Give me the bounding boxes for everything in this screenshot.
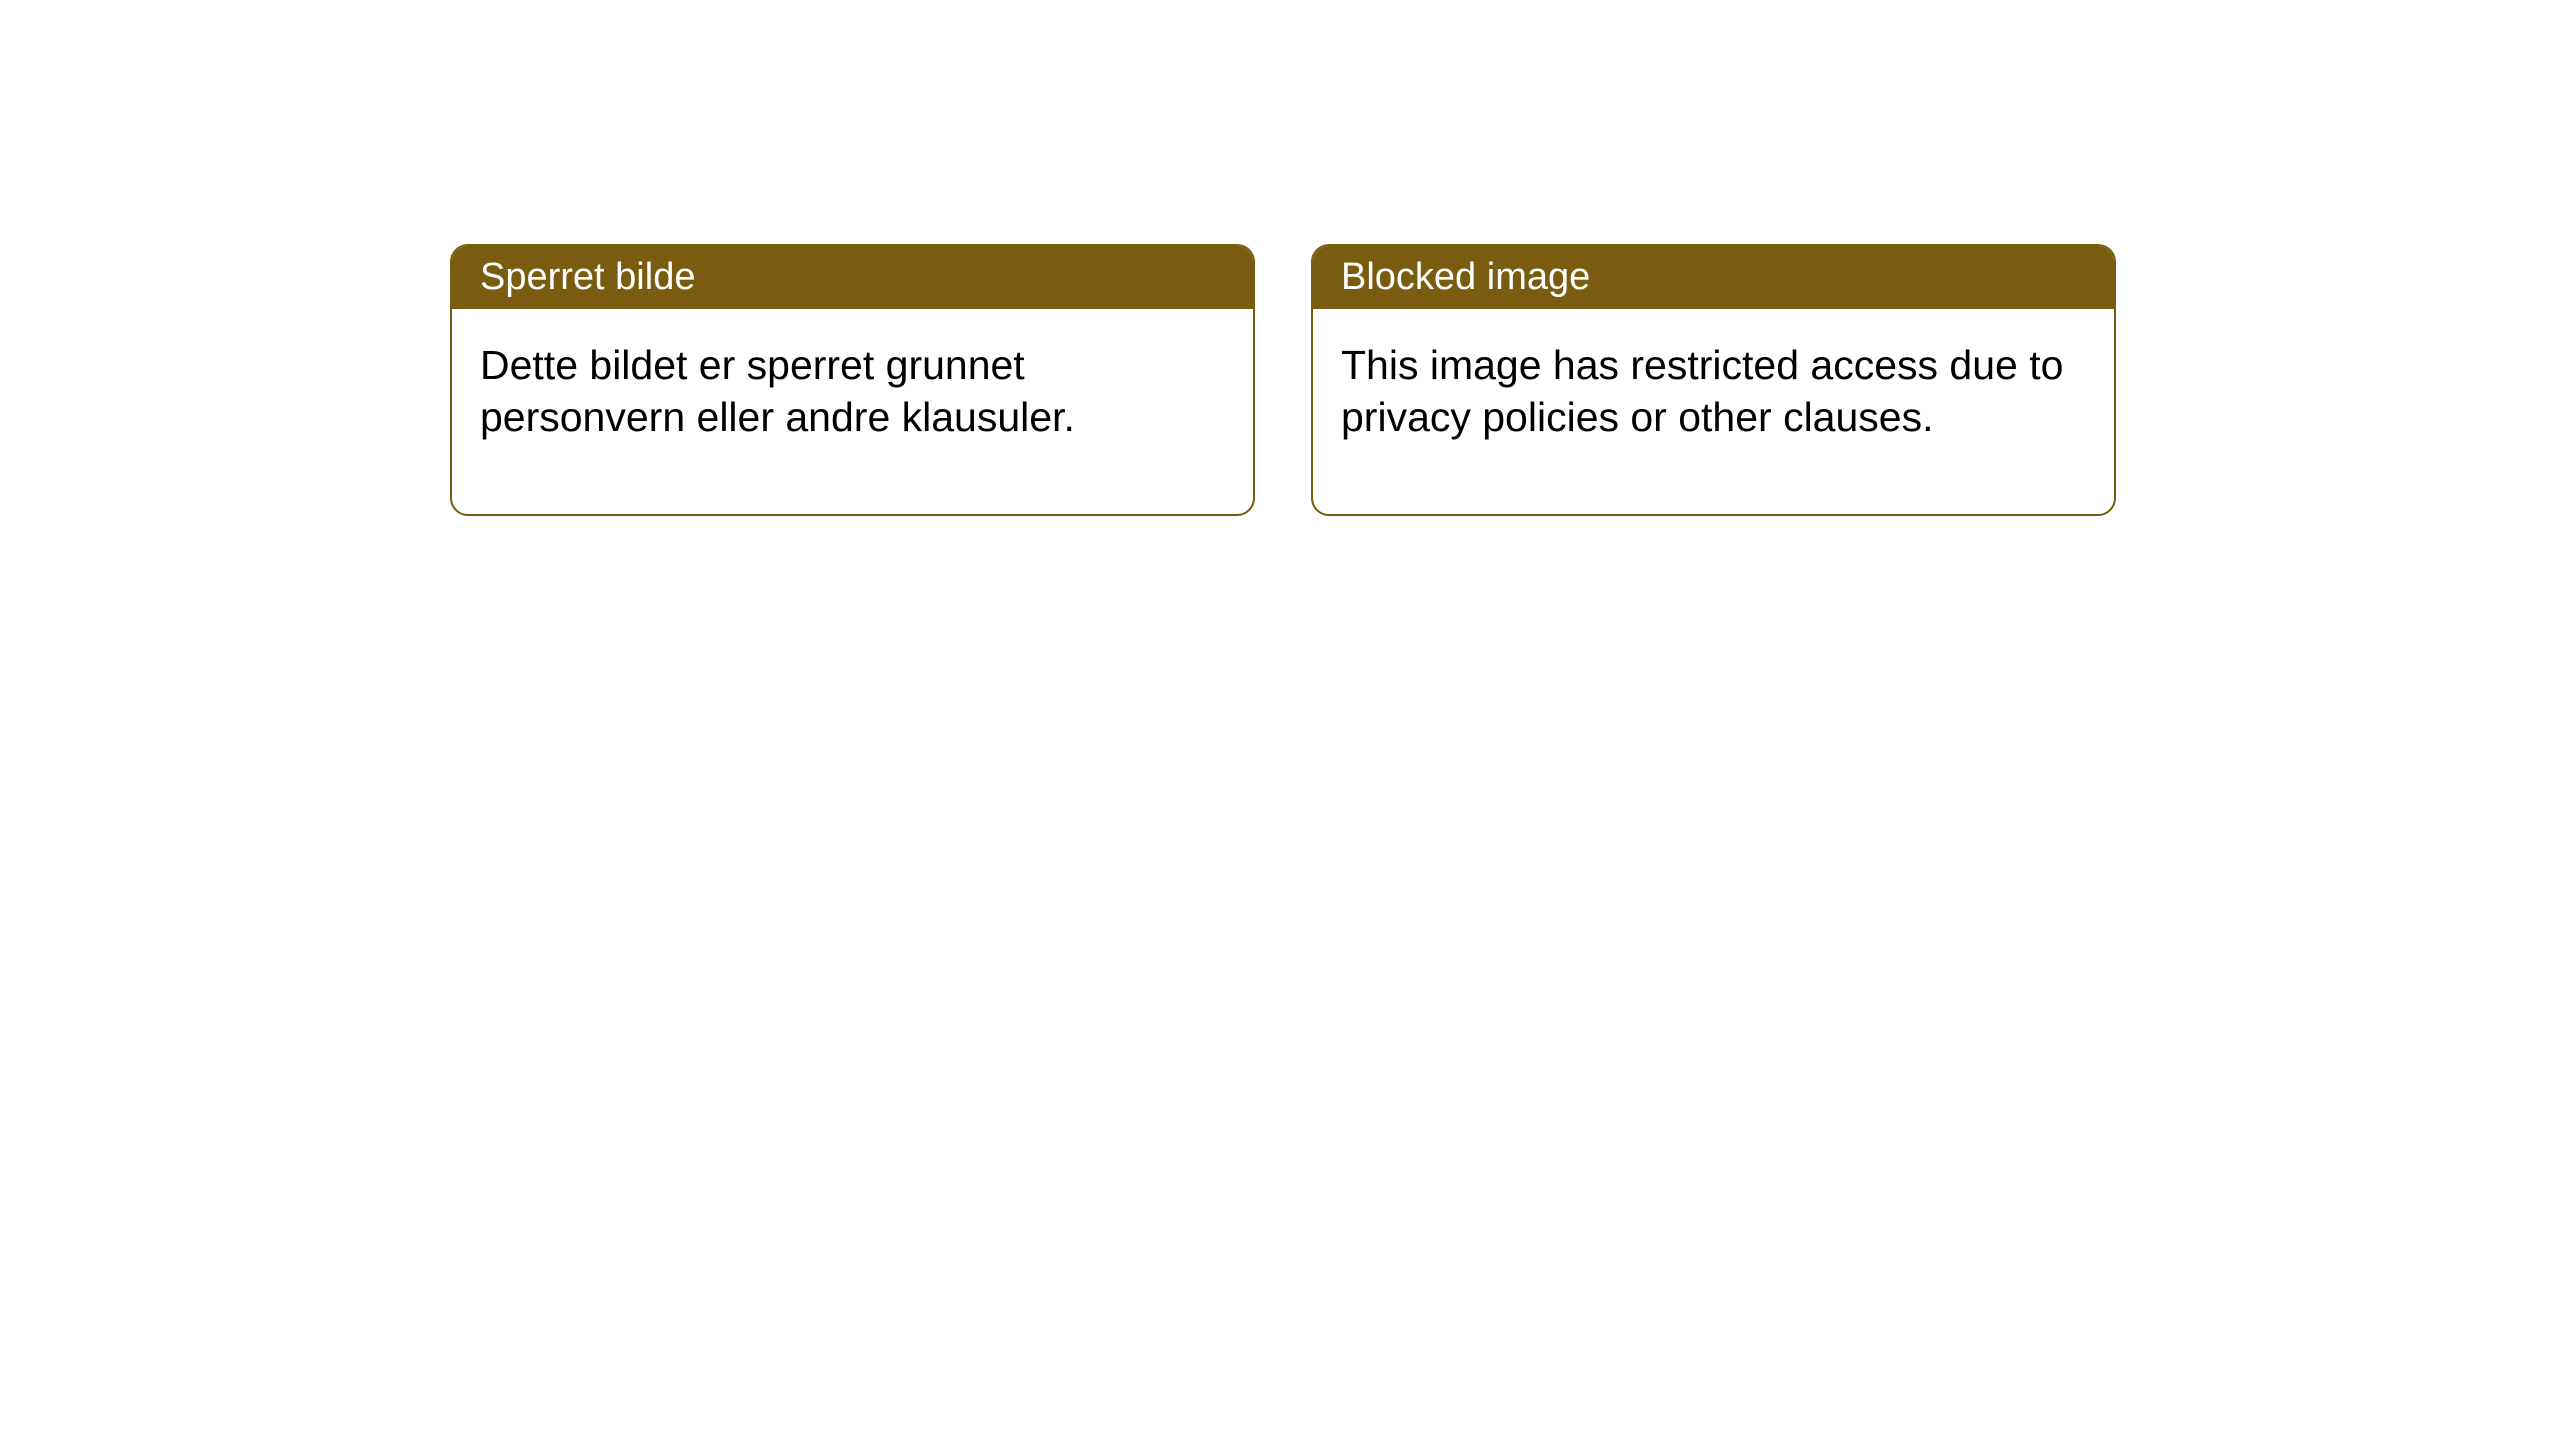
- notice-text: Dette bildet er sperret grunnet personve…: [480, 342, 1075, 440]
- notice-title: Sperret bilde: [480, 256, 695, 298]
- notice-body: Dette bildet er sperret grunnet personve…: [452, 309, 1253, 514]
- notice-body: This image has restricted access due to …: [1313, 309, 2114, 514]
- notice-container: Sperret bilde Dette bildet er sperret gr…: [450, 244, 2116, 516]
- notice-box-english: Blocked image This image has restricted …: [1311, 244, 2116, 516]
- notice-header: Blocked image: [1313, 246, 2114, 309]
- notice-text: This image has restricted access due to …: [1341, 342, 2063, 440]
- notice-header: Sperret bilde: [452, 246, 1253, 309]
- notice-title: Blocked image: [1341, 256, 1590, 298]
- notice-box-norwegian: Sperret bilde Dette bildet er sperret gr…: [450, 244, 1255, 516]
